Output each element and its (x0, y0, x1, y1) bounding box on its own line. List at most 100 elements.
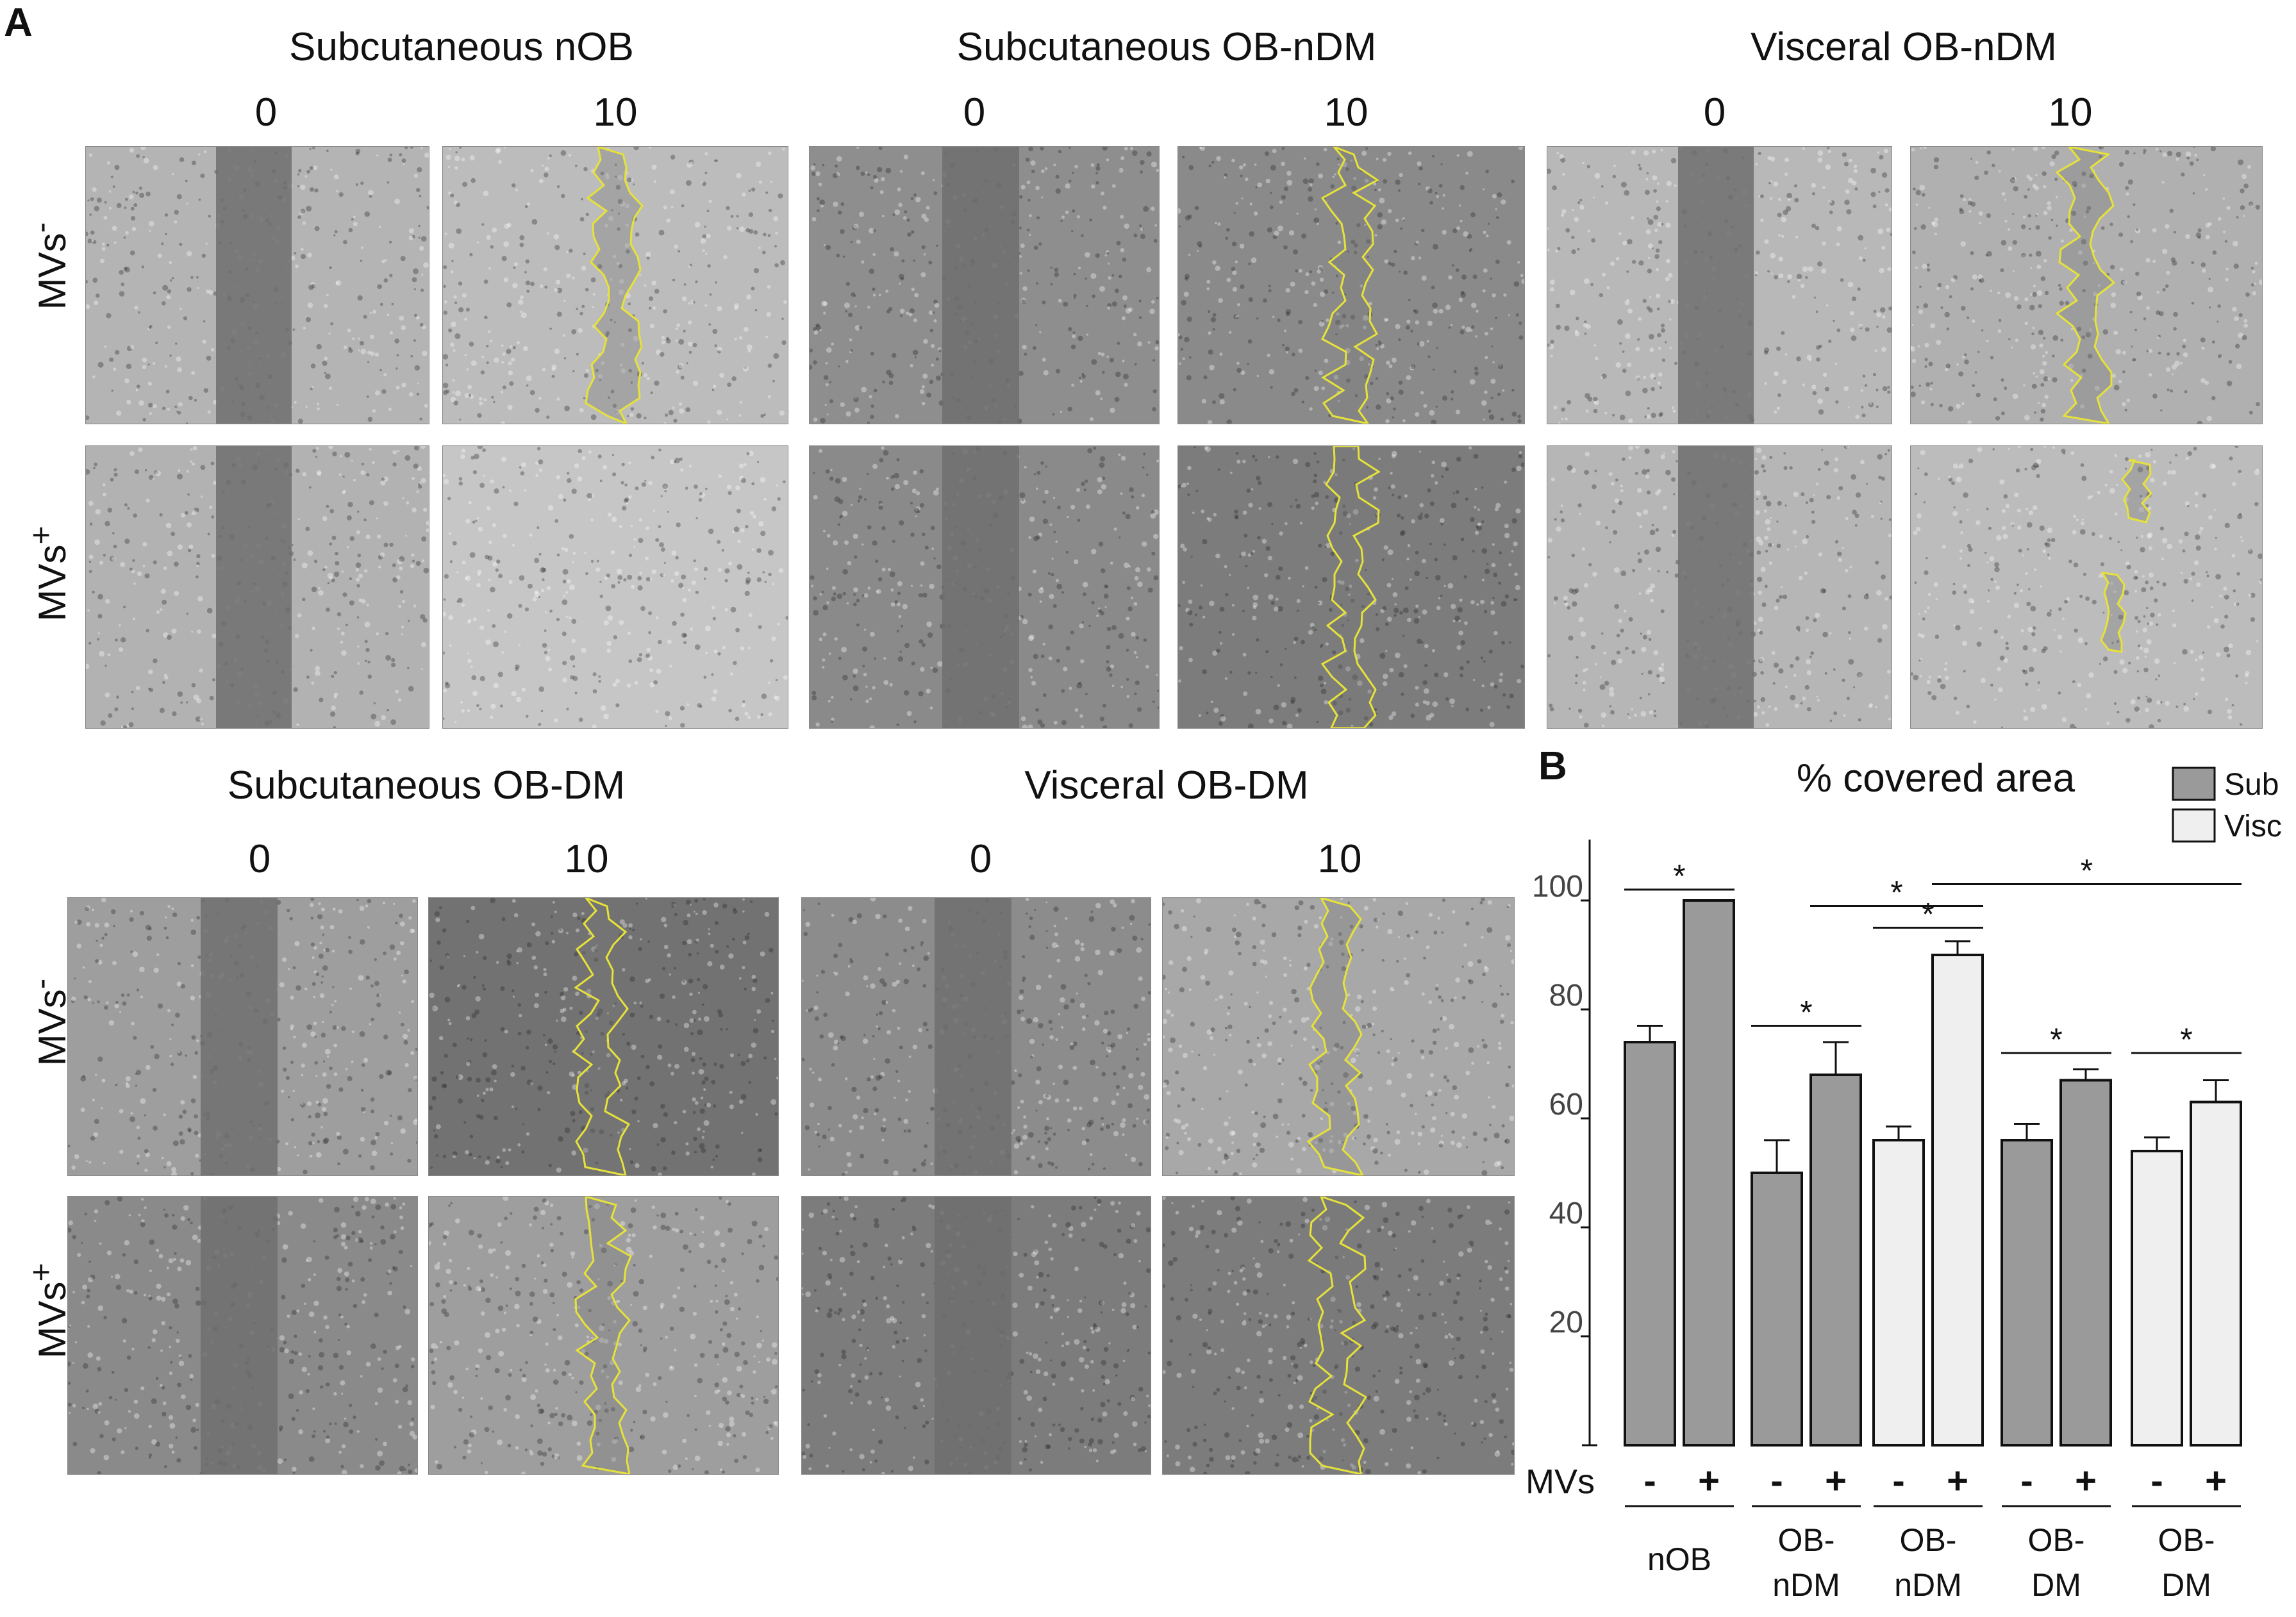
micrograph-panel (1177, 146, 1525, 424)
row-label-mvs-plus: MVs+ (23, 526, 74, 622)
scratch-gap (942, 446, 1019, 728)
y-tick-label: 100 (1532, 870, 1583, 904)
time-label-0: 0 (969, 837, 992, 881)
group-title-sub-ob-ndm: Subcutaneous OB-nDM (956, 25, 1377, 69)
scratch-gap (216, 147, 292, 424)
gap-outline (2055, 147, 2116, 424)
panel-a-label: A (4, 1, 33, 45)
mvs-sign: - (1770, 1460, 1783, 1502)
mvs-sign: - (1643, 1460, 1656, 1502)
group-label: OB- (2028, 1522, 2085, 1558)
scratch-gap (1678, 147, 1754, 424)
scratch-gap (201, 898, 278, 1175)
group-title-visc-ob-dm: Visceral OB-DM (1024, 763, 1309, 808)
micrograph-panel (1162, 897, 1515, 1176)
cell-texture (1547, 446, 1892, 728)
gap-outline (1307, 1197, 1368, 1474)
significance-star: * (1890, 875, 1902, 911)
chart-title: % covered area (1797, 756, 2076, 800)
mvs-sign: + (1947, 1460, 1968, 1502)
significance-star: * (2180, 1022, 2192, 1057)
gap-outline (2100, 572, 2127, 653)
micrograph-panel (801, 1196, 1151, 1475)
cell-texture (443, 446, 788, 728)
bar (1809, 1074, 1862, 1447)
group-label: OB- (1778, 1522, 1835, 1558)
mvs-sign: + (2205, 1460, 2227, 1502)
time-label-10: 10 (593, 90, 638, 135)
legend-swatch (2172, 808, 2216, 843)
scratch-gap (1678, 446, 1754, 728)
cell-texture (1547, 147, 1892, 424)
cell-texture (86, 147, 429, 424)
cell-texture (86, 446, 429, 728)
time-label-0: 0 (248, 837, 271, 881)
legend-label: Visc (2224, 809, 2282, 843)
time-label-0: 0 (254, 90, 278, 135)
micrograph-panel (442, 146, 788, 424)
cell-texture (802, 898, 1151, 1175)
time-label-0: 0 (963, 90, 986, 135)
cell-texture (1911, 446, 2262, 728)
bar (2059, 1079, 2112, 1447)
significance-star: * (1922, 897, 1934, 933)
cell-texture (1178, 446, 1524, 728)
gap-outline (574, 1197, 632, 1474)
scratch-gap (935, 898, 1011, 1175)
cell-texture (1163, 898, 1514, 1175)
group-label: OB- (1900, 1522, 1957, 1558)
micrograph-panel (1177, 445, 1525, 729)
gap-outline (585, 147, 644, 424)
cell-texture (1178, 147, 1524, 424)
bar (2131, 1150, 2183, 1447)
gap-outline (1306, 898, 1364, 1175)
micrograph-panel (809, 146, 1160, 424)
mvs-sign: + (2075, 1460, 2097, 1502)
y-tick-label: 80 (1549, 979, 1583, 1013)
group-title-visc-ob-ndm: Visceral OB-nDM (1751, 25, 2057, 69)
significance-star: * (2050, 1022, 2062, 1057)
bar (1931, 954, 1984, 1447)
scratch-gap (216, 446, 292, 728)
mvs-sign: - (1892, 1460, 1904, 1502)
micrograph-panel (1547, 445, 1892, 729)
cell-texture (68, 898, 417, 1175)
cell-texture (810, 147, 1159, 424)
gap-outline (572, 898, 631, 1175)
mvs-sign: - (2150, 1460, 2163, 1502)
bar (2001, 1139, 2053, 1447)
time-label-10: 10 (564, 837, 609, 881)
scratch-gap (935, 1197, 1011, 1474)
micrograph-panel (1162, 1196, 1515, 1475)
group-label: DM (2031, 1567, 2081, 1603)
significance-star: * (2081, 853, 2093, 889)
y-tick-label: 40 (1549, 1197, 1583, 1231)
micrograph-panel (1547, 146, 1892, 424)
bar (1872, 1139, 1925, 1447)
group-label: nDM (1894, 1567, 1962, 1603)
group-label: nOB (1647, 1541, 1711, 1577)
group-label: DM (2161, 1567, 2211, 1603)
bar (1683, 899, 1735, 1447)
group-title-sub-nob: Subcutaneous nOB (289, 25, 634, 69)
mvs-label: MVs (1526, 1463, 1595, 1501)
micrograph-panel (85, 445, 429, 729)
panel-b-label: B (1538, 744, 1567, 788)
micrograph-panel (67, 1196, 418, 1475)
cell-texture (1911, 147, 2262, 424)
time-label-10: 10 (1317, 837, 1362, 881)
cell-texture (429, 898, 778, 1175)
y-tick-label: 20 (1549, 1306, 1583, 1339)
mvs-sign: - (2020, 1460, 2033, 1502)
micrograph-panel (442, 445, 788, 729)
micrograph-panel (1910, 445, 2263, 729)
group-title-sub-ob-dm: Subcutaneous OB-DM (227, 763, 626, 808)
bar (1751, 1172, 1803, 1447)
group-label: nDM (1772, 1567, 1840, 1603)
bar (2190, 1100, 2242, 1447)
cell-texture (1163, 1197, 1514, 1474)
mvs-sign: + (1825, 1460, 1847, 1502)
legend-label: Sub (2224, 768, 2279, 802)
scratch-gap (201, 1197, 278, 1474)
